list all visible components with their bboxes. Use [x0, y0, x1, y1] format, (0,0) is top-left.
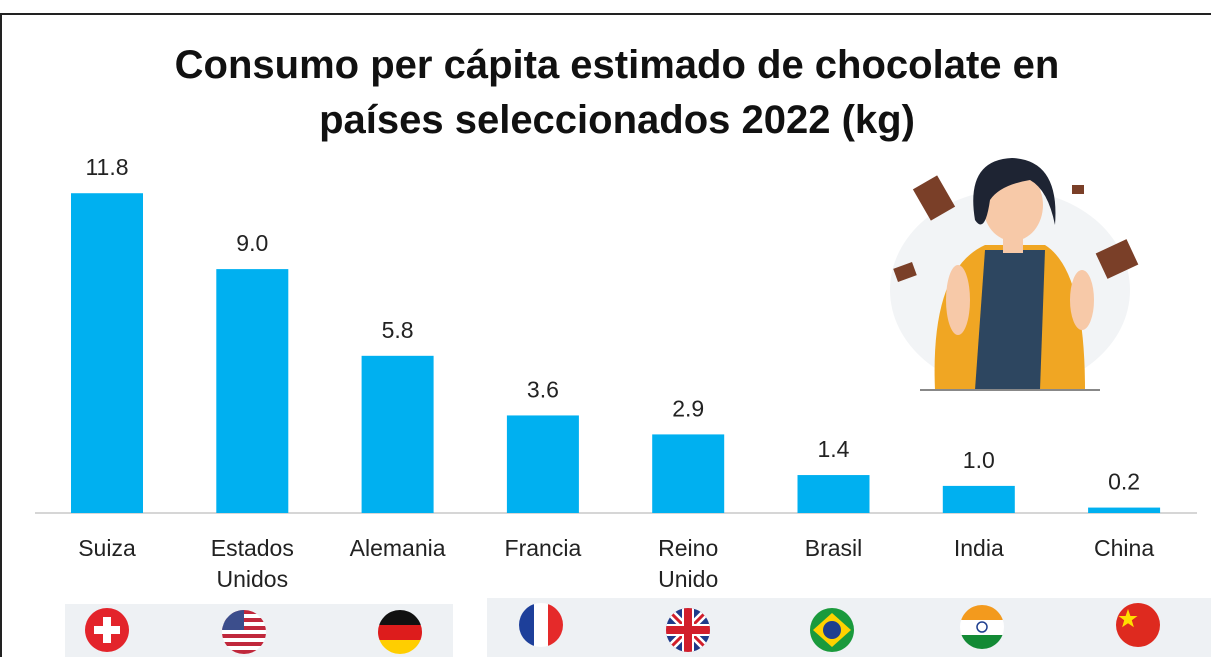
bar: [943, 486, 1015, 513]
flag-uk: [666, 608, 710, 652]
bar: [71, 193, 143, 513]
bar: [507, 415, 579, 513]
bar: [798, 475, 870, 513]
x-tick-label: Suiza: [78, 535, 136, 561]
bar: [1088, 508, 1160, 513]
x-tick-label: Brasil: [805, 535, 863, 561]
x-tick-label: Francia: [505, 535, 582, 561]
x-tick-label: Alemania: [350, 535, 446, 561]
x-tick-label: India: [954, 535, 1004, 561]
value-label: 0.2: [1108, 469, 1140, 495]
flag-china: [1116, 603, 1160, 647]
bar: [652, 434, 724, 513]
value-label: 2.9: [672, 395, 704, 421]
value-label: 5.8: [382, 317, 414, 343]
flag-germany: [378, 610, 422, 654]
flag-switzerland: [85, 608, 129, 652]
flag-india: [960, 605, 1004, 649]
flag-usa: [222, 610, 266, 654]
value-label: 11.8: [85, 154, 128, 180]
value-label: 1.0: [963, 447, 995, 473]
x-tick-label: China: [1094, 535, 1154, 561]
value-label: 1.4: [818, 436, 850, 462]
flag-brazil: [810, 608, 854, 652]
chart: Consumo per cápita estimado de chocolate…: [0, 0, 1211, 657]
value-label: 9.0: [236, 230, 268, 256]
bar: [216, 269, 288, 513]
value-label: 3.6: [527, 376, 559, 402]
bar: [362, 356, 434, 513]
flag-france: [519, 603, 563, 647]
